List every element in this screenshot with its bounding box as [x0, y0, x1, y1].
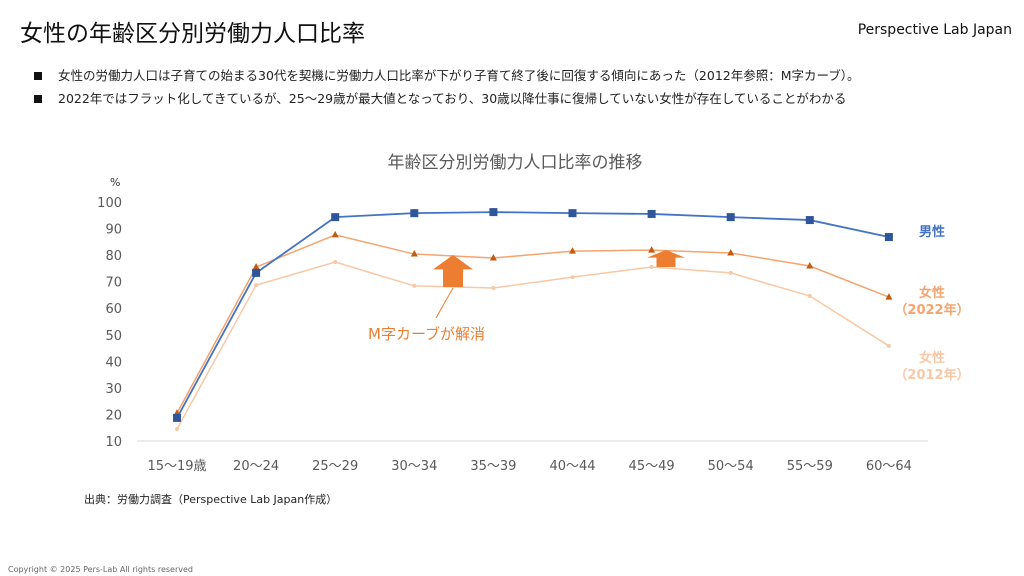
data-point-diamond — [333, 260, 338, 265]
data-point-triangle — [727, 248, 735, 256]
data-point-square — [805, 216, 814, 225]
data-point-triangle — [806, 261, 814, 269]
x-tick-label: 55～59 — [787, 459, 833, 474]
series-line — [176, 261, 890, 430]
x-tick-label: 45～49 — [629, 459, 675, 474]
data-point-triangle — [489, 254, 497, 261]
x-tick-label: 30～34 — [391, 459, 437, 474]
page-title: 女性の年齢区分別労働力人口比率 — [20, 21, 365, 47]
data-point-square — [726, 213, 735, 222]
data-point-square — [331, 213, 340, 222]
y-tick-label: 90 — [105, 223, 122, 238]
series-label: 女性 — [919, 350, 945, 366]
data-point-diamond — [807, 294, 812, 299]
data-point-triangle — [252, 263, 260, 270]
x-tick-label: 35～39 — [470, 459, 516, 474]
data-point-square — [410, 209, 419, 218]
up-arrow-icon — [647, 250, 685, 267]
brand-name: Perspective Lab Japan — [857, 22, 1012, 38]
series-line — [176, 211, 890, 419]
series-line — [176, 234, 890, 414]
series-label: （2022年） — [894, 302, 969, 318]
series-label: （2012年） — [894, 367, 969, 383]
y-tick-label: 100 — [97, 196, 122, 211]
chart-title: 年齢区分別労働力人口比率の推移 — [388, 153, 643, 173]
y-tick-label: 60 — [105, 302, 122, 317]
data-point-diamond — [175, 427, 179, 432]
x-tick-label: 40～44 — [549, 459, 595, 474]
data-point-diamond — [412, 283, 417, 288]
bullet-list: 女性の労働力人口は子育ての始まる30代を契機に労働力人口比率が下がり子育て終了後… — [34, 64, 860, 110]
y-tick-label: 70 — [105, 276, 122, 291]
y-tick-label: 40 — [105, 355, 122, 370]
series-label: 女性 — [919, 285, 945, 301]
source-note: 出典：労働力調査（Perspective Lab Japan作成） — [84, 493, 338, 506]
data-point-square — [252, 268, 261, 277]
data-point-diamond — [649, 265, 654, 270]
data-point-square — [568, 209, 577, 218]
data-point-diamond — [491, 286, 496, 291]
y-tick-label: 30 — [105, 382, 122, 397]
data-point-triangle — [410, 250, 418, 257]
copyright: Copyright © 2025 Pers-Lab All rights res… — [8, 565, 193, 574]
x-tick-label: 25～29 — [312, 459, 358, 474]
data-point-triangle — [648, 246, 656, 253]
bullet-item: 2022年ではフラット化してきているが、25～29歳が最大値となっており、30歳… — [34, 87, 860, 110]
y-tick-label: 50 — [105, 329, 122, 344]
data-point-diamond — [886, 343, 891, 348]
y-tick-label: 20 — [105, 408, 122, 423]
data-point-diamond — [570, 275, 575, 280]
data-point-square — [173, 413, 181, 422]
x-tick-label: 15～19歳 — [147, 459, 206, 474]
data-point-triangle — [885, 293, 893, 300]
y-tick-label: 80 — [105, 249, 122, 264]
annotation-leader — [435, 287, 454, 319]
y-tick-label: 10 — [105, 435, 122, 450]
data-point-diamond — [728, 270, 733, 275]
data-point-square — [489, 208, 498, 217]
x-tick-label: 20～24 — [233, 459, 279, 474]
up-arrow-icon — [433, 255, 473, 287]
data-point-diamond — [254, 283, 259, 288]
x-tick-label: 50～54 — [708, 459, 754, 474]
data-point-square — [884, 233, 893, 242]
bullet-item: 女性の労働力人口は子育ての始まる30代を契機に労働力人口比率が下がり子育て終了後… — [34, 64, 860, 87]
annotation-label: M字カーブが解消 — [368, 325, 485, 343]
series-label: 男性 — [919, 224, 945, 240]
data-point-triangle — [569, 247, 576, 254]
y-axis-unit: % — [110, 176, 120, 189]
data-point-square — [647, 209, 656, 218]
x-tick-label: 60～64 — [866, 459, 912, 474]
data-point-triangle — [331, 230, 339, 238]
